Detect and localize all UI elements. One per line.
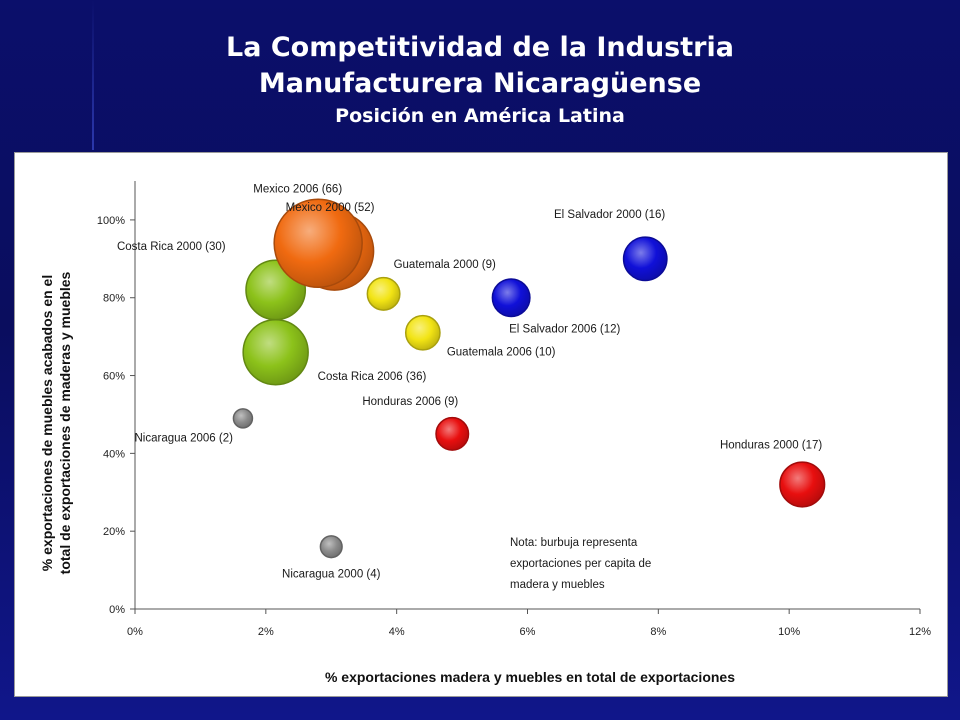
chart-note: Nota: burbuja representa exportaciones pe… xyxy=(510,537,651,591)
chart-panel: 0% 20% 40% 60% 80% 100% 0% 2% 4% 6% 8% 10% 12% Mexic… xyxy=(14,152,948,697)
bubble-nicaragua-2000 xyxy=(319,535,343,559)
x-tick-label: 4% xyxy=(389,626,405,638)
x-tick-label: 8% xyxy=(650,626,666,638)
data-label-guatemala-2006: Guatemala 2006 (10) xyxy=(447,347,556,359)
slide-header: La Competitividad de la Industria Manufa… xyxy=(0,30,960,130)
x-tick-label: 2% xyxy=(258,626,274,638)
y-tick-label: 80% xyxy=(103,293,125,305)
slide-subtitle: Posición en América Latina xyxy=(335,105,625,127)
y-tick-label: 0% xyxy=(109,604,125,616)
slide-title-line-2: Manufacturera Nicaragüense xyxy=(258,68,702,99)
bubble-costa-rica-2006 xyxy=(242,318,309,386)
data-label-mexico-2006: Mexico 2006 (66) xyxy=(253,183,342,195)
data-label-costa-rica-2000: Costa Rica 2000 (30) xyxy=(117,241,226,253)
y-tick-label: 60% xyxy=(103,371,125,383)
data-label-layer: Mexico 2000 (52) Costa Rica 2000 (30) Cost… xyxy=(117,183,822,580)
data-label-honduras-2006: Honduras 2006 (9) xyxy=(362,396,458,408)
chart-note-line: madera y muebles xyxy=(510,579,605,591)
slide-title-line-1: La Competitividad de la Industria xyxy=(226,32,734,63)
data-label-nicaragua-2000: Nicaragua 2000 (4) xyxy=(282,569,381,581)
data-label-el-salvador-2000: El Salvador 2000 (16) xyxy=(554,209,665,221)
chart-note-line: Nota: burbuja representa xyxy=(510,537,638,549)
bubble-el-salvador-2000 xyxy=(622,236,668,282)
chart-note-line: exportaciones per capita de xyxy=(510,558,651,570)
bubble-el-salvador-2006 xyxy=(491,278,531,318)
x-axis-label: % exportaciones madera y muebles en tota… xyxy=(325,669,735,685)
y-tick-label: 20% xyxy=(103,526,125,538)
x-tick-label: 6% xyxy=(520,626,536,638)
y-axis-label-line-2: total de exportaciones de maderas y mueb… xyxy=(57,271,73,574)
bubble-honduras-2006 xyxy=(435,416,470,451)
bubble-nicaragua-2006 xyxy=(232,408,254,429)
x-tick-label: 10% xyxy=(778,626,800,638)
y-tick-label: 40% xyxy=(103,448,125,460)
y-axis-label-line-1: % exportaciones de muebles acabados en e… xyxy=(39,275,55,571)
bubble-guatemala-2006 xyxy=(404,314,441,351)
x-tick-label: 12% xyxy=(909,626,931,638)
x-tick-label: 0% xyxy=(127,626,143,638)
bubble-guatemala-2000 xyxy=(366,276,401,311)
bubble-chart: 0% 20% 40% 60% 80% 100% 0% 2% 4% 6% 8% 10% 12% Mexic… xyxy=(39,181,931,685)
y-tick-label: 100% xyxy=(97,215,125,227)
bubble-layer xyxy=(232,198,826,559)
chart-axes: 0% 20% 40% 60% 80% 100% 0% 2% 4% 6% 8% 10% 12% xyxy=(97,181,931,638)
data-label-el-salvador-2006: El Salvador 2006 (12) xyxy=(509,324,620,336)
data-label-mexico-2000: Mexico 2000 (52) xyxy=(286,202,375,214)
bubble-honduras-2000 xyxy=(779,461,826,508)
decorative-line xyxy=(92,0,94,150)
bubble-mexico-2006 xyxy=(273,198,363,289)
data-label-honduras-2000: Honduras 2000 (17) xyxy=(720,439,822,451)
data-label-costa-rica-2006: Costa Rica 2006 (36) xyxy=(318,371,427,383)
data-label-guatemala-2000: Guatemala 2000 (9) xyxy=(394,259,496,271)
data-label-nicaragua-2006: Nicaragua 2006 (2) xyxy=(134,432,233,444)
